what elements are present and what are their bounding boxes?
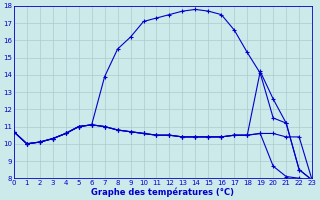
X-axis label: Graphe des températures (°C): Graphe des températures (°C) (92, 187, 235, 197)
